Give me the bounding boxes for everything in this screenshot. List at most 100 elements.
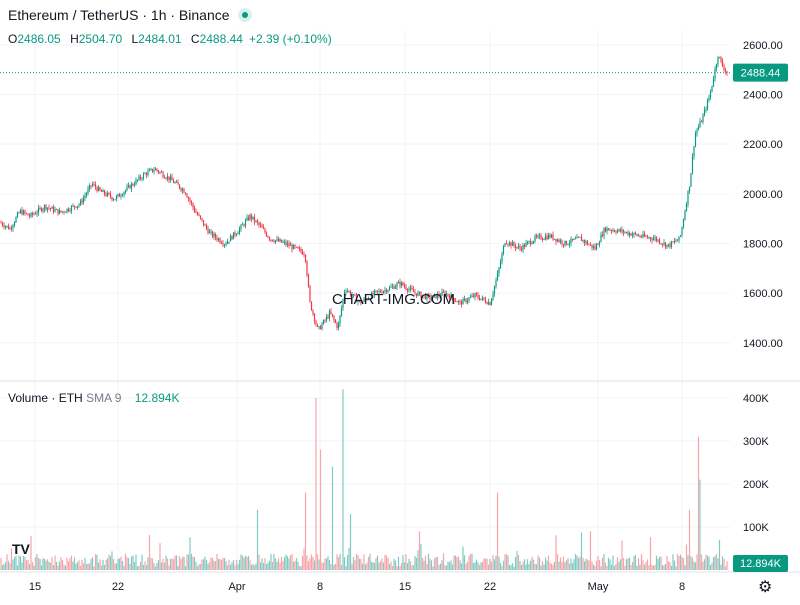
volume-bar xyxy=(429,558,431,570)
price-candle xyxy=(711,85,713,92)
volume-bar xyxy=(252,563,254,570)
price-candle xyxy=(232,232,235,240)
volume-bar xyxy=(577,558,580,570)
price-candle xyxy=(172,180,175,183)
volume-bar xyxy=(658,556,661,570)
price-candle xyxy=(196,212,199,215)
price-tick-label: 2400.00 xyxy=(743,90,783,102)
volume-bar xyxy=(265,564,268,570)
price-candle xyxy=(390,286,392,288)
volume-bar xyxy=(387,557,389,570)
price-candle xyxy=(298,248,301,250)
volume-bar xyxy=(526,559,529,570)
price-candle xyxy=(501,253,503,262)
time-tick-label: 15 xyxy=(29,581,41,593)
price-candle xyxy=(670,241,673,247)
volume-bar xyxy=(367,556,370,570)
volume-bar xyxy=(226,565,229,570)
volume-bar xyxy=(501,566,503,570)
price-candle xyxy=(108,192,110,195)
volume-bar xyxy=(697,436,700,570)
volume-bar xyxy=(238,559,241,570)
price-candle xyxy=(61,211,64,213)
price-candle xyxy=(445,293,448,296)
volume-bar xyxy=(345,566,347,570)
volume-bar xyxy=(664,563,667,570)
price-candle xyxy=(499,261,502,268)
volume-bar xyxy=(147,557,149,570)
volume-bar xyxy=(589,531,592,570)
volume-bar xyxy=(393,558,395,570)
volume-bar xyxy=(412,565,415,570)
volume-bar xyxy=(187,554,190,570)
price-candle xyxy=(661,243,664,245)
volume-bar xyxy=(189,537,191,570)
volume-bar xyxy=(157,560,160,570)
price-candle xyxy=(25,213,28,214)
gear-icon[interactable]: ⚙ xyxy=(758,579,773,596)
price-candle xyxy=(612,230,614,232)
price-candle xyxy=(589,244,592,246)
price-candle xyxy=(460,301,463,305)
price-candle xyxy=(54,209,56,212)
price-candle xyxy=(336,322,338,328)
price-candle xyxy=(63,211,65,213)
price-candle xyxy=(151,168,154,172)
volume-tick-label: 400K xyxy=(743,393,769,405)
price-candle xyxy=(195,211,197,213)
price-candle xyxy=(505,243,508,245)
volume-bar xyxy=(114,563,116,570)
volume-bar xyxy=(568,563,571,570)
volume-bar xyxy=(462,546,464,570)
volume-bar xyxy=(376,555,379,570)
volume-bar xyxy=(46,559,49,570)
volume-bar xyxy=(619,559,622,570)
price-candle xyxy=(252,216,254,220)
volume-bar xyxy=(403,562,406,570)
price-candle xyxy=(153,170,155,172)
price-candle xyxy=(198,214,200,216)
volume-bar xyxy=(420,543,422,570)
price-candle xyxy=(285,241,287,245)
volume-bar xyxy=(58,561,61,570)
price-candle xyxy=(312,310,314,314)
price-candle xyxy=(337,323,340,328)
volume-bar xyxy=(136,566,139,570)
volume-bar xyxy=(604,562,607,570)
volume-bar xyxy=(292,561,295,570)
price-candle xyxy=(718,57,721,58)
volume-bar xyxy=(54,555,56,570)
price-candle xyxy=(22,210,25,215)
price-candle xyxy=(573,238,575,240)
price-candle xyxy=(658,239,661,244)
volume-bar xyxy=(594,565,596,570)
price-candle xyxy=(142,173,145,179)
volume-bar xyxy=(321,562,323,570)
price-candle xyxy=(666,244,668,248)
volume-bar xyxy=(88,563,91,570)
price-candle xyxy=(114,199,116,201)
price-candle xyxy=(127,185,130,187)
price-candle xyxy=(115,196,118,200)
volume-bar xyxy=(216,553,218,570)
volume-bar xyxy=(483,558,485,570)
price-candle xyxy=(546,236,548,240)
volume-bar xyxy=(231,562,233,570)
price-candle xyxy=(0,222,2,224)
volume-bar xyxy=(630,564,632,570)
price-candle xyxy=(138,176,140,180)
volume-bar xyxy=(409,561,412,570)
price-candle xyxy=(297,246,299,249)
price-candle xyxy=(102,190,104,192)
volume-bar xyxy=(669,562,671,570)
price-candle xyxy=(486,302,488,305)
price-candle xyxy=(16,212,19,218)
chart-title: Ethereum / TetherUS · 1h · Binance xyxy=(8,7,230,23)
volume-bar xyxy=(129,563,131,570)
volume-bar xyxy=(340,564,343,570)
volume-bar xyxy=(247,555,250,570)
price-candle xyxy=(99,187,101,191)
volume-bar xyxy=(307,561,310,570)
volume-bar xyxy=(171,558,173,570)
price-candle xyxy=(690,173,692,187)
